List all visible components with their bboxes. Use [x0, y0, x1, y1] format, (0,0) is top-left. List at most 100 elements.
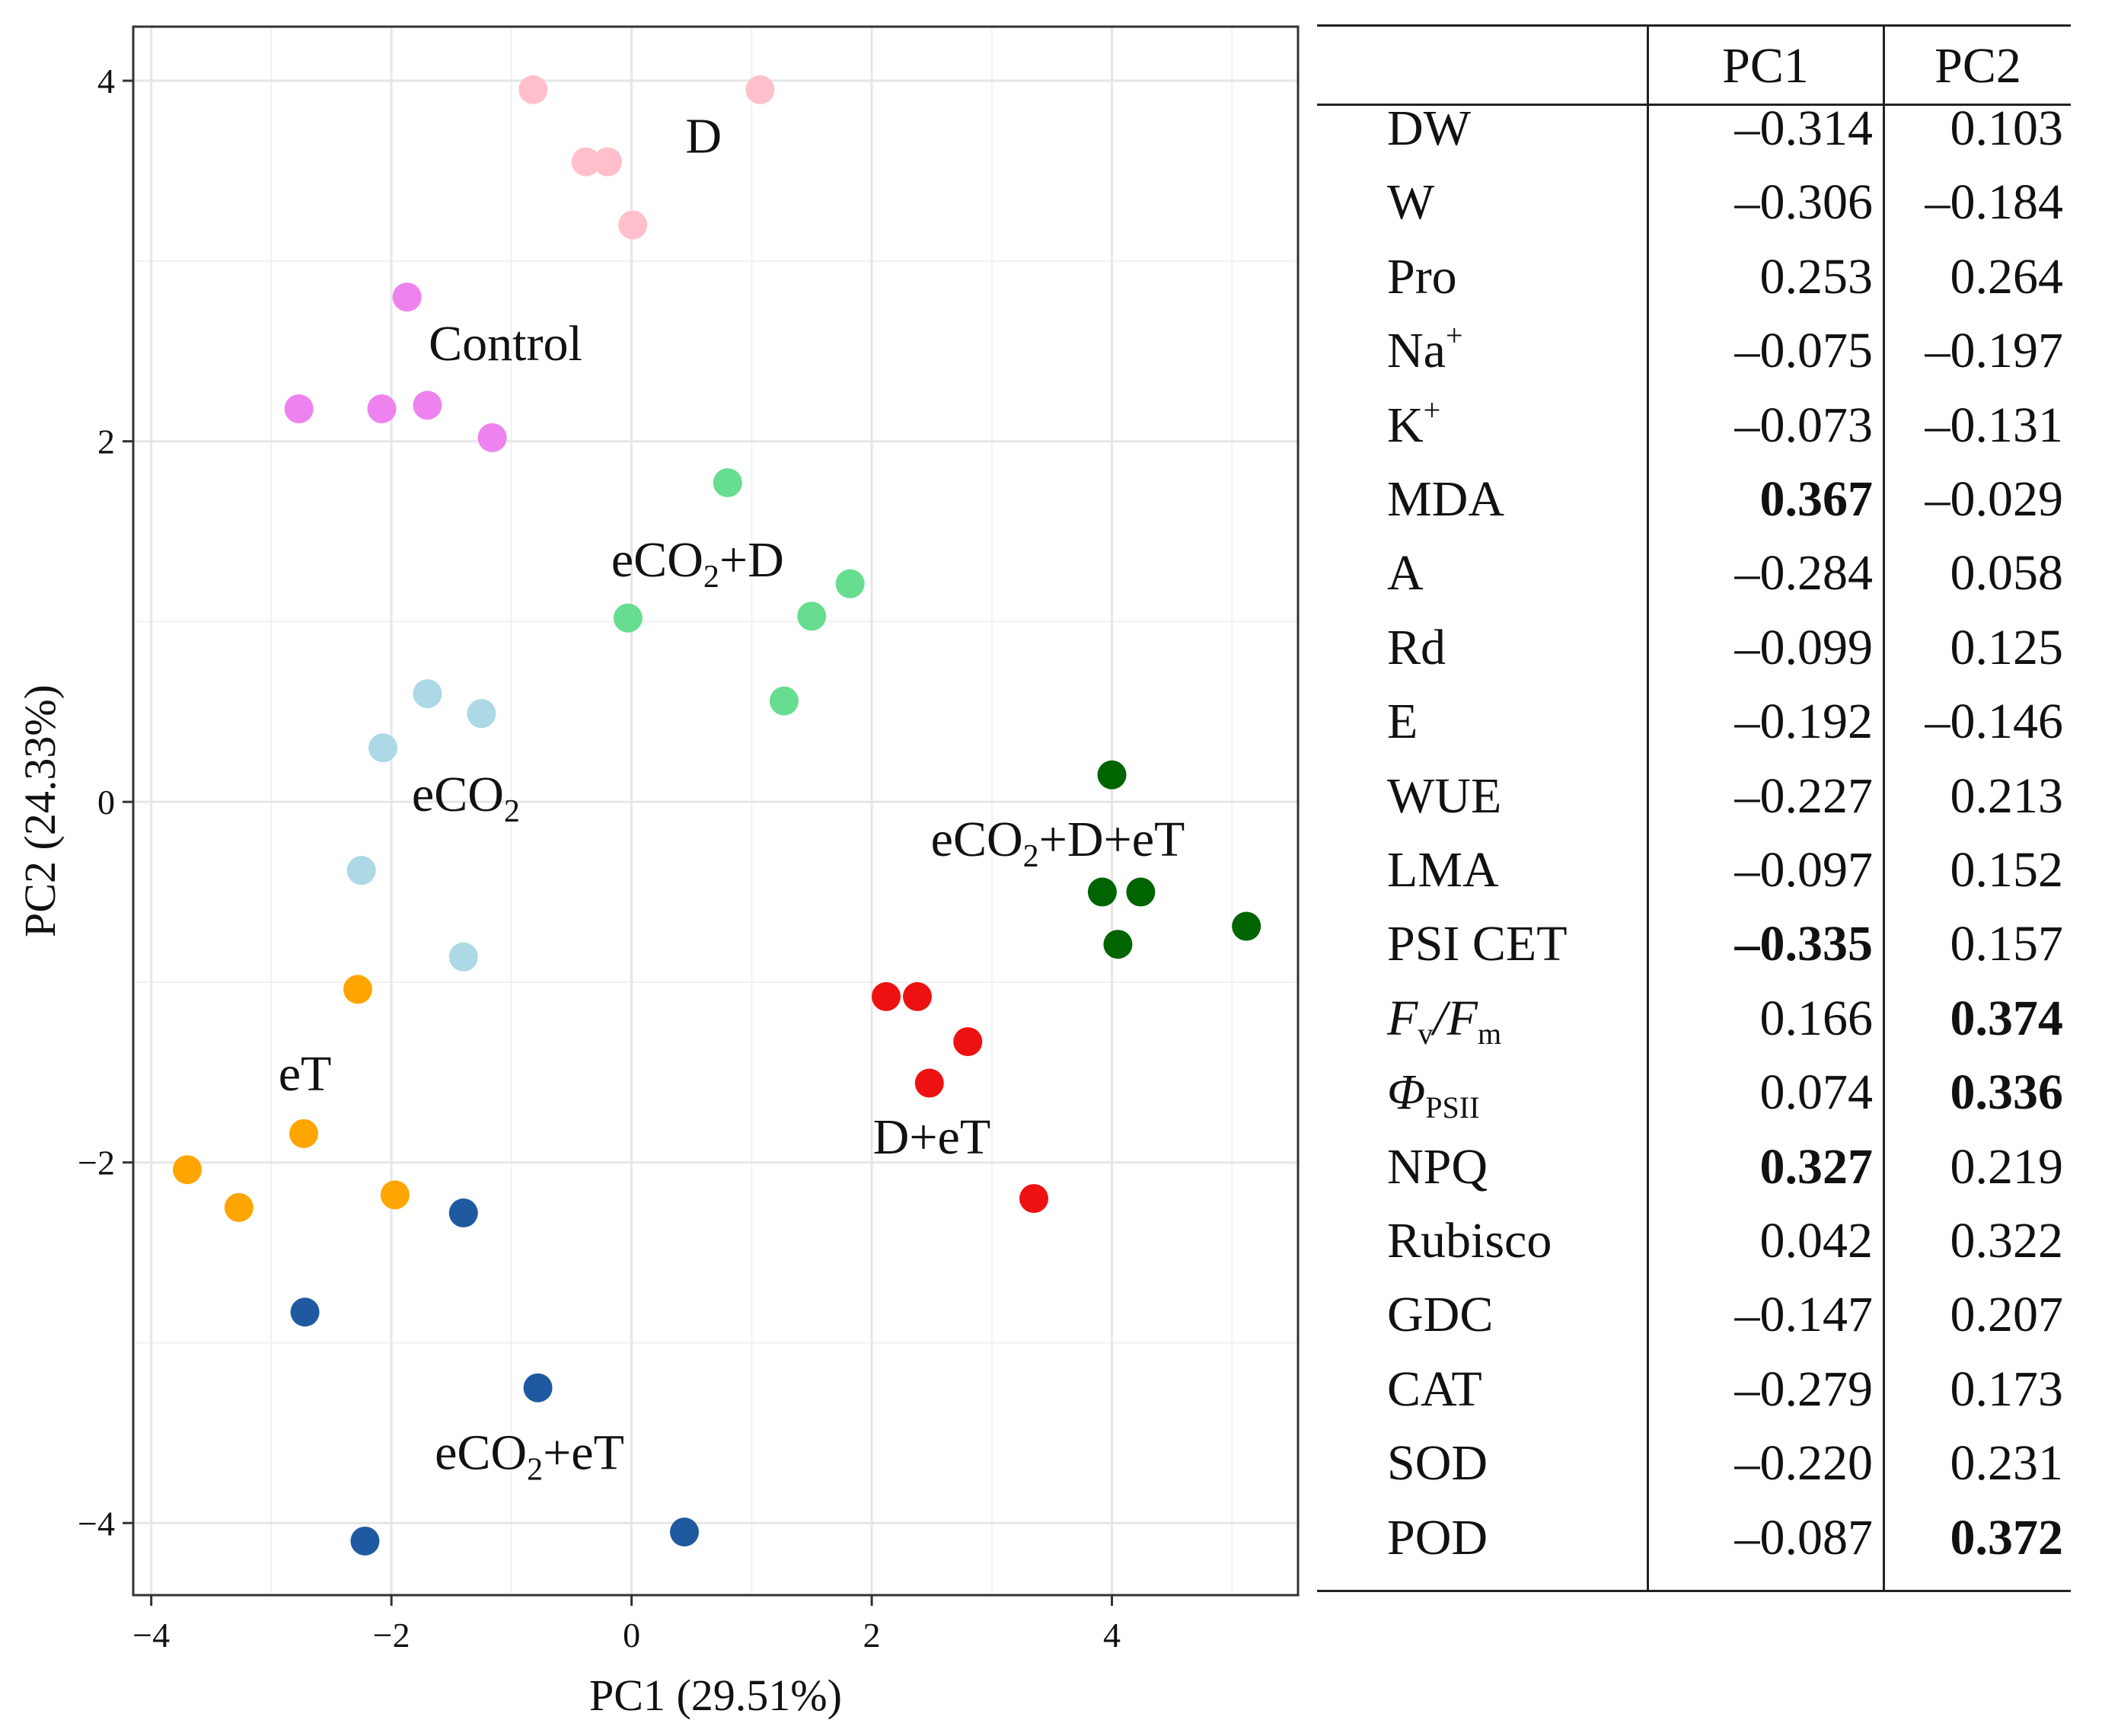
point-et	[343, 975, 372, 1004]
row-pc1-value: –0.314	[1734, 101, 1874, 156]
row-variable: NPQ	[1387, 1138, 1488, 1195]
row-pc2-value: 0.173	[1950, 1361, 2064, 1417]
row-pc2-value: 0.207	[1950, 1287, 2064, 1343]
row-pc1-value: –0.087	[1734, 1509, 1874, 1565]
plot-frame	[132, 25, 1300, 1597]
y-tick-label: 4	[97, 62, 115, 101]
table-row: NPQ 0.327 0.219	[1317, 1130, 2071, 1205]
row-variable: A	[1387, 545, 1424, 602]
point-eco2-d	[713, 468, 742, 498]
row-pc2-value: 0.213	[1950, 767, 2064, 824]
table-row: WUE –0.227 0.213	[1317, 759, 2071, 834]
axis-ticks: −4 −2 0 2 4 −4 −2 0 2 4	[78, 62, 1121, 1655]
row-variable: DW	[1387, 101, 1471, 156]
point-eco2	[346, 856, 376, 886]
label-eco2-d: eCO2+D	[611, 532, 784, 595]
table-row: K+ –0.073 –0.131	[1317, 388, 2071, 463]
table-row: MDA 0.367 –0.029	[1317, 462, 2071, 537]
row-pc2-value: 0.125	[1950, 619, 2064, 675]
row-variable: SOD	[1387, 1435, 1488, 1492]
table-row: W –0.306 –0.184	[1317, 165, 2071, 240]
x-tick-label: −4	[132, 1616, 170, 1655]
y-axis-title: PC2 (24.33%)	[15, 685, 65, 937]
point-d-et	[1019, 1184, 1048, 1214]
table-row: PSI CET –0.335 0.157	[1317, 907, 2071, 981]
row-variable: CAT	[1387, 1361, 1482, 1417]
row-pc1-value: –0.097	[1734, 842, 1874, 898]
row-variable: MDA	[1387, 471, 1505, 527]
label-eco2: eCO2	[412, 767, 520, 829]
point-eco2	[368, 733, 398, 763]
row-variable: K+	[1387, 392, 1441, 453]
point-d	[593, 147, 623, 177]
row-pc2-value: 0.058	[1950, 545, 2064, 602]
row-pc1-value: 0.327	[1759, 1138, 1874, 1195]
table-row: CAT –0.279 0.173	[1317, 1352, 2071, 1427]
row-pc2-value: 0.322	[1950, 1213, 2064, 1268]
row-pc1-value: –0.073	[1734, 397, 1874, 453]
table-row: Pro 0.253 0.264	[1317, 240, 2071, 314]
row-pc1-value: –0.075	[1734, 323, 1874, 379]
x-axis-title: PC1 (29.51%)	[589, 1671, 842, 1720]
point-d-et	[871, 981, 901, 1011]
label-d: D	[685, 109, 722, 164]
row-pc1-value: 0.253	[1759, 248, 1874, 305]
row-variable: Pro	[1387, 248, 1457, 305]
row-pc1-value: –0.099	[1734, 619, 1874, 675]
row-variable: PSI CET	[1387, 916, 1568, 972]
row-pc2-value: 0.231	[1950, 1435, 2064, 1492]
row-variable: GDC	[1387, 1287, 1494, 1343]
group-labels: D Control eCO2+D eCO2 eCO2+D+eT D+eT eT eCO2+eT	[279, 109, 1185, 1488]
row-pc2-value: 0.152	[1950, 842, 2064, 898]
row-variable: Rd	[1387, 619, 1446, 675]
x-tick-label: −2	[373, 1616, 410, 1655]
table-bottom-rule	[1317, 1590, 2071, 1592]
row-variable: WUE	[1387, 767, 1502, 824]
row-variable: Fv/Fm	[1387, 990, 1502, 1051]
row-pc1-value: –0.227	[1734, 767, 1874, 824]
table-row: LMA –0.097 0.152	[1317, 833, 2071, 908]
point-d-et	[914, 1068, 944, 1098]
row-pc1-value: 0.074	[1759, 1064, 1874, 1121]
row-variable: E	[1387, 694, 1418, 750]
row-pc2-value: –0.131	[1925, 397, 2064, 453]
table-row: GDC –0.147 0.207	[1317, 1278, 2071, 1352]
table-row: DW –0.314 0.103	[1317, 91, 2071, 166]
point-d	[618, 210, 648, 240]
y-tick-label: 0	[97, 783, 115, 822]
row-pc1-value: –0.335	[1734, 916, 1874, 972]
label-control: Control	[429, 316, 582, 372]
row-pc2-value: 0.374	[1950, 990, 2064, 1046]
point-d-et	[953, 1027, 983, 1057]
y-tick-label: −4	[78, 1504, 115, 1543]
point-eco2-et	[448, 1198, 478, 1228]
row-pc1-value: 0.367	[1759, 471, 1874, 527]
point-et	[224, 1192, 254, 1222]
row-pc1-value: –0.220	[1734, 1435, 1874, 1492]
row-pc2-value: 0.336	[1950, 1064, 2064, 1121]
row-pc1-value: –0.279	[1734, 1361, 1874, 1417]
point-control	[284, 394, 314, 423]
row-variable: POD	[1387, 1509, 1488, 1565]
y-tick-label: −2	[78, 1144, 115, 1182]
row-variable: W	[1387, 174, 1435, 231]
data-points	[172, 75, 1261, 1556]
row-pc1-value: –0.284	[1734, 545, 1874, 602]
point-eco2-d	[797, 602, 827, 631]
point-eco2	[467, 699, 496, 729]
row-pc2-value: 0.219	[1950, 1138, 2064, 1195]
point-eco2-d	[613, 603, 643, 633]
label-et: eT	[279, 1046, 332, 1102]
header-pc2: PC2	[1934, 38, 2021, 94]
table-row: Rubisco 0.042 0.322	[1317, 1204, 2071, 1278]
grid-lines	[133, 27, 1298, 1595]
point-eco2-d-et	[1103, 930, 1133, 959]
row-variable: Na+	[1387, 318, 1463, 379]
point-control	[392, 282, 422, 312]
label-d-et: D+eT	[873, 1109, 991, 1165]
row-pc2-value: –0.184	[1925, 174, 2064, 231]
header-pc1: PC1	[1722, 38, 1809, 94]
point-et	[289, 1119, 318, 1148]
point-eco2	[413, 679, 442, 709]
row-pc1-value: –0.147	[1734, 1287, 1874, 1343]
